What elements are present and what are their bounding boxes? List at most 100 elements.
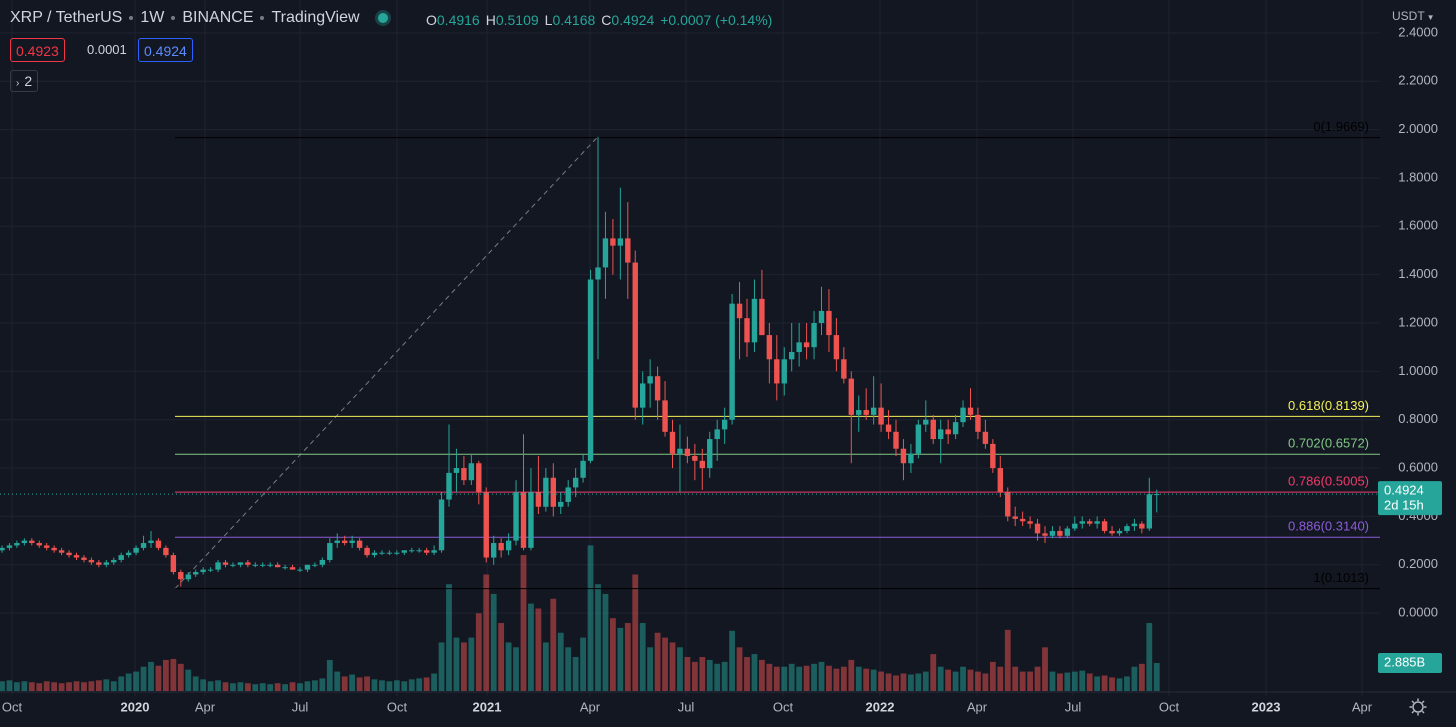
settings-button[interactable] <box>1409 698 1427 716</box>
volume-bar <box>773 666 780 691</box>
candle-body <box>848 378 854 415</box>
candle-body <box>997 468 1003 493</box>
volume-bar <box>36 683 43 691</box>
volume-bar <box>997 666 1004 691</box>
candle-body <box>58 550 65 553</box>
volume-bar <box>356 677 363 691</box>
candle-body <box>14 543 20 546</box>
candle-body <box>431 550 437 553</box>
volume-bar <box>855 666 862 691</box>
candle-body <box>88 559 95 563</box>
candle-body <box>44 545 50 548</box>
volume-bar <box>781 666 788 691</box>
candle-body <box>125 552 132 556</box>
candle-body <box>327 543 333 560</box>
symbol-header: XRP / TetherUS 1W BINANCE TradingView <box>10 9 388 27</box>
volume-bar <box>200 679 207 691</box>
candle-body <box>461 468 467 481</box>
volume-bar <box>498 623 505 691</box>
gear-tooth <box>1411 700 1415 704</box>
volume-bar <box>110 681 117 691</box>
volume-bar <box>870 669 877 691</box>
sell-button[interactable]: 0.4923 <box>10 38 65 62</box>
candle-body <box>513 492 519 541</box>
candle-body <box>587 279 594 461</box>
volume-bar <box>334 671 341 691</box>
volume-bar <box>364 676 370 691</box>
volume-bar <box>1057 673 1063 691</box>
volume-bar <box>587 545 594 691</box>
candle-body <box>118 555 124 560</box>
candle-body <box>319 559 326 565</box>
volume-bar <box>43 681 50 691</box>
candle-body <box>379 552 385 554</box>
x-tick-label: Apr <box>195 699 216 714</box>
volume-bar <box>1101 675 1108 691</box>
candle-body <box>505 540 512 551</box>
y-tick-label: 1.6000 <box>1398 218 1438 233</box>
candle-body <box>29 540 35 544</box>
volume-bar <box>565 647 572 691</box>
ohlc-letter: H <box>485 12 496 28</box>
candle-body <box>349 540 355 544</box>
candle-body <box>699 460 705 469</box>
volume-bar <box>177 663 184 691</box>
caret: ▼ <box>1426 13 1435 22</box>
volume-bar <box>863 668 870 691</box>
volume-bar <box>1146 623 1153 691</box>
buy-button[interactable]: 0.4924 <box>138 38 193 62</box>
candle-body <box>714 429 720 440</box>
volume-bar <box>1131 666 1138 691</box>
candle-body <box>766 335 773 360</box>
open-value: 0.4916 <box>436 12 480 28</box>
volume-bar <box>163 659 169 691</box>
candle-body <box>938 429 944 440</box>
candle-body <box>662 400 668 432</box>
candle-body <box>707 439 713 469</box>
volume-bar <box>520 555 527 691</box>
candle-body <box>990 443 996 469</box>
volume-bar <box>647 647 654 691</box>
platform: TradingView <box>271 9 360 26</box>
volume-bar <box>259 683 266 691</box>
volume-bar <box>51 682 58 691</box>
y-tick-label: 0.0000 <box>1398 605 1438 620</box>
low-value: 0.4168 <box>552 12 596 28</box>
candle-body <box>967 407 974 415</box>
candle-body <box>409 550 415 552</box>
currency-dropdown[interactable]: USDT ▼ <box>1392 9 1435 23</box>
candle-body <box>371 552 378 556</box>
volume-bar <box>282 684 288 691</box>
volume-bar <box>446 584 452 691</box>
volume-bar <box>580 637 586 691</box>
volume-bar <box>326 659 333 691</box>
candle-body <box>133 547 139 553</box>
volume-bar <box>639 623 646 691</box>
candle-body <box>252 564 258 566</box>
ohlc-letter: C <box>601 12 612 28</box>
volume-bar <box>133 671 139 691</box>
x-tick-label: Apr <box>580 699 601 714</box>
volume-bar <box>66 682 72 691</box>
volume-bar <box>118 676 125 691</box>
candle-body <box>796 342 802 353</box>
candle-body <box>1042 533 1048 536</box>
candle-body <box>111 559 117 563</box>
candle-body <box>543 477 549 507</box>
indicators-toggle[interactable]: › 2 <box>10 70 39 92</box>
candle-body <box>207 569 214 571</box>
candle-body <box>774 359 780 384</box>
volume-bar <box>103 679 110 691</box>
volume-bar <box>721 661 728 691</box>
fib-level-label: 0.886(0.3140) <box>1288 519 1369 534</box>
candle-body <box>1131 523 1138 527</box>
volume-bar <box>1042 647 1048 691</box>
x-tick-label: Jul <box>678 699 695 714</box>
volume-bar <box>714 663 721 691</box>
separator <box>129 16 134 20</box>
candle-body <box>677 448 683 454</box>
candle-body <box>885 424 892 432</box>
ohlc-letter: L <box>544 12 553 28</box>
candle-body <box>833 335 840 360</box>
candle-body <box>6 545 13 548</box>
